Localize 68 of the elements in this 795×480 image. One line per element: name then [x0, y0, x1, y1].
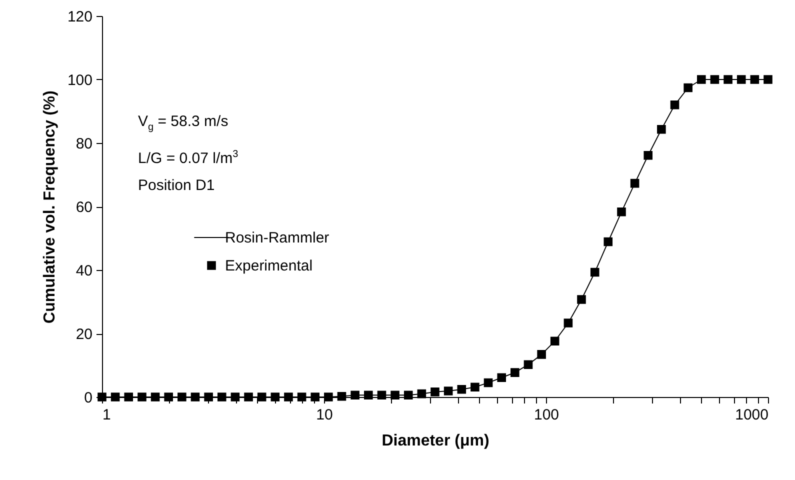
- point: [524, 360, 533, 370]
- point: [590, 268, 600, 277]
- y-tick-label: 60: [76, 199, 92, 216]
- point: [736, 75, 746, 84]
- point: [510, 368, 520, 377]
- point: [337, 392, 346, 401]
- y-tick-label: 20: [76, 326, 92, 343]
- x-axis-title: Diameter (μm): [382, 432, 490, 450]
- x-tick-label: 1: [102, 406, 111, 424]
- point: [377, 390, 386, 400]
- point: [217, 392, 226, 402]
- point: [178, 392, 186, 402]
- point: [297, 392, 306, 402]
- point: [124, 392, 134, 402]
- point: [430, 388, 440, 396]
- point: [244, 392, 253, 402]
- point: [670, 100, 680, 110]
- annotation: L/G = 0.07 l/m$^{3}$: [138, 148, 238, 169]
- point: [150, 392, 160, 402]
- point: [604, 237, 613, 246]
- point: [657, 124, 666, 134]
- point: [750, 75, 760, 84]
- point: [404, 390, 413, 400]
- annotation: V$_{g}$ = 58.3 m/s: [138, 112, 230, 135]
- point: [644, 150, 653, 160]
- y-tick-label: 0: [84, 390, 92, 406]
- point: [270, 392, 280, 402]
- point: [577, 295, 586, 304]
- point: [764, 75, 772, 84]
- point: [164, 392, 173, 402]
- y-tick-label: 40: [76, 262, 92, 280]
- point: [110, 392, 120, 402]
- y-tick-label: 120: [67, 8, 92, 26]
- point: [204, 392, 213, 402]
- point: [724, 75, 732, 84]
- point: [190, 392, 200, 402]
- point: [138, 392, 146, 402]
- annotation: Position D1: [138, 176, 216, 196]
- point: [417, 389, 426, 398]
- point: [684, 83, 692, 92]
- point: [310, 392, 320, 402]
- point: [230, 392, 240, 402]
- y-tick-label: 80: [76, 136, 92, 152]
- y-axis-title: Cumulative vol. Frequency (%): [41, 90, 58, 324]
- legend-label: Experimental: [225, 258, 313, 274]
- x-tick-label: 10: [316, 406, 333, 424]
- x-tick-label: 100: [534, 406, 560, 424]
- point: [537, 350, 546, 359]
- y-tick-label: 100: [67, 72, 92, 89]
- point: [324, 392, 333, 402]
- point: [497, 373, 506, 382]
- point: [390, 390, 400, 400]
- point: [350, 390, 360, 400]
- point: [284, 392, 293, 402]
- point: [710, 75, 720, 84]
- point: [564, 318, 573, 328]
- point: [470, 382, 480, 392]
- point: [257, 392, 266, 402]
- point: [364, 390, 373, 400]
- point: [444, 386, 453, 396]
- point: [630, 178, 640, 188]
- point: [617, 208, 626, 216]
- point: [550, 336, 560, 346]
- point: [484, 378, 493, 388]
- x-tick-label: 1000: [735, 406, 768, 424]
- legend-label: Rosin-Rammler: [225, 230, 330, 246]
- point: [457, 384, 466, 394]
- point: [697, 75, 706, 84]
